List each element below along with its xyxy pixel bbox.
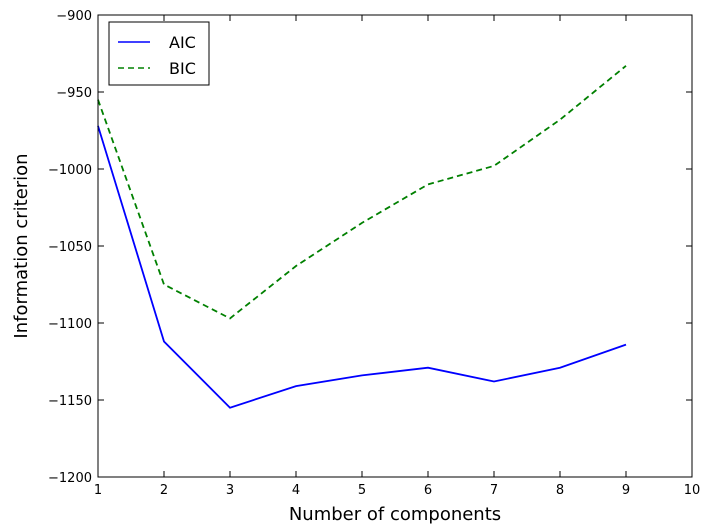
legend-box bbox=[108, 21, 210, 86]
y-tick-label: −1150 bbox=[48, 394, 92, 409]
series-line-bic bbox=[97, 65, 627, 320]
y-tick-label: −1000 bbox=[48, 163, 92, 178]
x-tick-label: 10 bbox=[684, 483, 701, 498]
x-tick-label: 2 bbox=[160, 483, 168, 498]
x-tick-label: 9 bbox=[622, 483, 630, 498]
series-line-aic bbox=[97, 125, 627, 409]
y-tick-label: −1050 bbox=[48, 240, 92, 255]
legend-label-aic: AIC bbox=[169, 33, 196, 52]
legend-label-bic: BIC bbox=[169, 59, 196, 78]
y-tick-label: −950 bbox=[56, 86, 92, 101]
y-axis-title: Information criterion bbox=[11, 153, 32, 338]
x-tick-label: 1 bbox=[94, 483, 102, 498]
legend: AIC BIC bbox=[108, 21, 210, 86]
x-axis-title: Number of components bbox=[289, 504, 501, 524]
y-tick-label: −900 bbox=[56, 9, 92, 24]
x-tick-label: 6 bbox=[424, 483, 432, 498]
x-tick-label: 7 bbox=[490, 483, 498, 498]
x-tick-label: 5 bbox=[358, 483, 366, 498]
tick-layer: 1 2 3 4 5 6 7 8 9 10 −900 −950 −1000 −1050 −1100 −1150 −… bbox=[48, 9, 700, 498]
x-tick-label: 8 bbox=[556, 483, 564, 498]
plot-layer bbox=[97, 65, 627, 409]
y-tick-label: −1100 bbox=[48, 317, 92, 332]
x-tick-label: 3 bbox=[226, 483, 234, 498]
y-tick-label: −1200 bbox=[48, 471, 92, 486]
x-tick-label: 4 bbox=[292, 483, 300, 498]
